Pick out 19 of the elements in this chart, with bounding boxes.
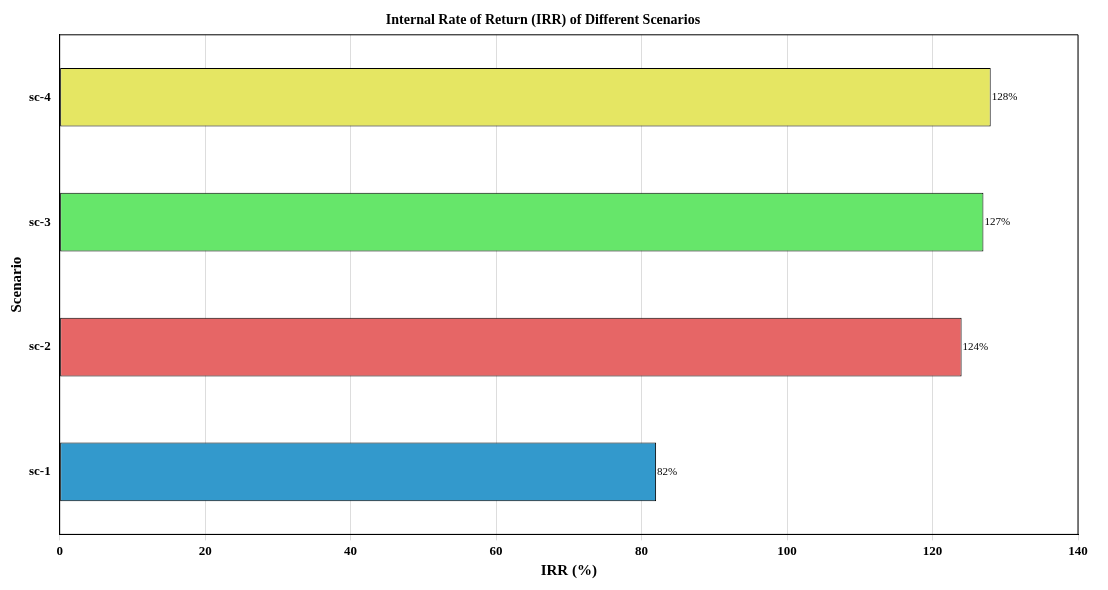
- y-tick-label: sc-4: [28, 88, 52, 104]
- x-tick-label: 120: [922, 542, 943, 558]
- data-label: 82%: [657, 464, 678, 477]
- data-label: 124%: [962, 339, 989, 352]
- x-tick-label: 140: [1068, 542, 1088, 558]
- x-tick-label: 0: [56, 542, 63, 558]
- y-tick-label: sc-2: [28, 338, 51, 354]
- data-label: 127%: [984, 215, 1011, 228]
- x-axis-title: IRR (%): [540, 561, 597, 579]
- y-tick-label: sc-3: [28, 213, 52, 229]
- x-tick-label: 20: [198, 542, 212, 558]
- chart-title: Internal Rate of Return (IRR) of Different Scenarios: [385, 12, 701, 29]
- y-axis-title: Scenario: [7, 256, 24, 313]
- x-tick-label: 80: [635, 542, 649, 558]
- x-tick-label: 40: [344, 542, 358, 558]
- data-label: 128%: [991, 90, 1018, 103]
- x-tick-label: 100: [777, 542, 797, 558]
- x-tick-label: 60: [489, 542, 503, 558]
- y-tick-label: sc-1: [28, 463, 51, 479]
